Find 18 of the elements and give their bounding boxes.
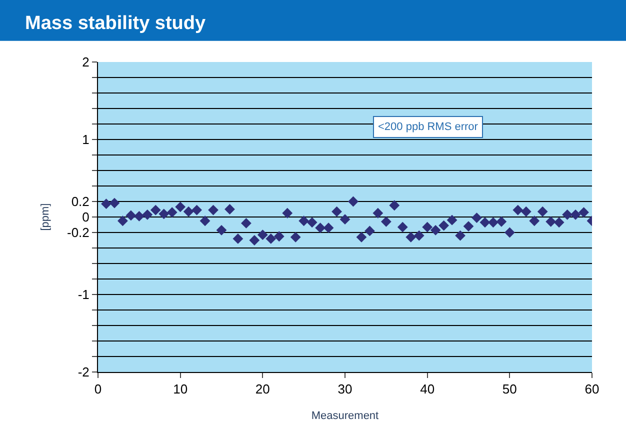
- chart-title: Mass stability study: [25, 13, 206, 34]
- x-axis-title: Measurement: [311, 410, 379, 422]
- y-tick-label: 1: [82, 132, 90, 148]
- y-tick-label: -0.2: [66, 225, 90, 240]
- y-tick-label: 0.2: [71, 194, 90, 210]
- x-tick-label: 50: [502, 382, 517, 397]
- y-tick-label: 0: [82, 210, 90, 225]
- x-tick-label: 0: [94, 382, 102, 397]
- annotation: <200 ppb RMS error: [378, 121, 478, 133]
- x-tick-label: 30: [338, 382, 352, 397]
- x-tick-label: 20: [255, 382, 270, 397]
- x-tick-label: 60: [584, 382, 600, 397]
- y-tick-label: -2: [78, 364, 90, 380]
- y-tick-label: -1: [78, 287, 90, 302]
- y-axis-title: [ppm]: [40, 203, 52, 231]
- x-tick-label: 10: [173, 382, 188, 397]
- x-tick-label: 40: [420, 382, 435, 397]
- y-tick-label: 2: [82, 54, 90, 70]
